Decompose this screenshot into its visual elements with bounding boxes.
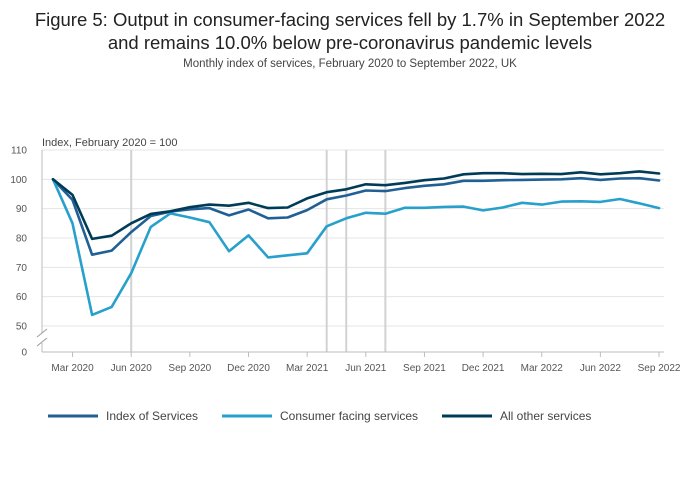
reference-lines [130, 150, 387, 352]
axis-break-mark-1 [36, 328, 48, 338]
series-line-consumer-facing-services [51, 178, 661, 317]
axis-break-mark-2 [36, 337, 48, 347]
y-tick-100: 100 [10, 175, 27, 186]
x-tick-mar-2020: Mar 2020 [51, 363, 94, 374]
gridlines [42, 149, 664, 327]
legend-item-index-of-services: Index of Services [48, 409, 198, 423]
x-tick-jun-2022: Jun 2022 [580, 363, 622, 374]
x-tick-jun-2020: Jun 2020 [111, 363, 153, 374]
y-axis-label: Index, February 2020 = 100 [42, 137, 177, 149]
y-tick-110: 110 [11, 146, 27, 157]
series-line-index-of-services [51, 176, 661, 256]
y-tick-labels: 0 50 60 70 80 90 100 110 [10, 146, 27, 359]
legend-label: Index of Services [106, 409, 198, 423]
legend-label: Consumer facing services [280, 409, 418, 423]
x-tick-dec-2021: Dec 2021 [462, 363, 505, 374]
y-tick-50: 50 [16, 322, 28, 333]
x-tick-jun-2021: Jun 2021 [345, 363, 387, 374]
axes [36, 150, 664, 353]
y-tick-70: 70 [16, 263, 28, 274]
chart-subtitle: Monthly index of services, February 2020… [183, 58, 517, 70]
legend-item-all-other-services: All other services [442, 409, 591, 423]
x-tick-dec-2020: Dec 2020 [227, 363, 270, 374]
legend-item-consumer-facing-services: Consumer facing services [222, 409, 418, 423]
legend-label: All other services [500, 409, 591, 423]
x-tick-sep-2021: Sep 2021 [403, 363, 446, 374]
y-tick-0: 0 [21, 348, 27, 359]
series-lines [51, 170, 661, 317]
chart-title: Figure 5: Output in consumer-facing serv… [34, 9, 666, 53]
x-tick-labels: Mar 2020 Jun 2020 Sep 2020 Dec 2020 Mar 2021… [51, 352, 681, 374]
y-tick-60: 60 [16, 292, 28, 303]
x-tick-mar-2022: Mar 2022 [521, 363, 564, 374]
x-tick-sep-2022: Sep 2022 [638, 363, 681, 374]
x-tick-mar-2021: Mar 2021 [286, 363, 329, 374]
legend: Index of Services Consumer facing service… [48, 409, 591, 423]
y-tick-80: 80 [16, 234, 28, 245]
x-tick-sep-2020: Sep 2020 [168, 363, 211, 374]
y-tick-90: 90 [16, 204, 28, 215]
series-line-all-other-services [51, 170, 661, 241]
